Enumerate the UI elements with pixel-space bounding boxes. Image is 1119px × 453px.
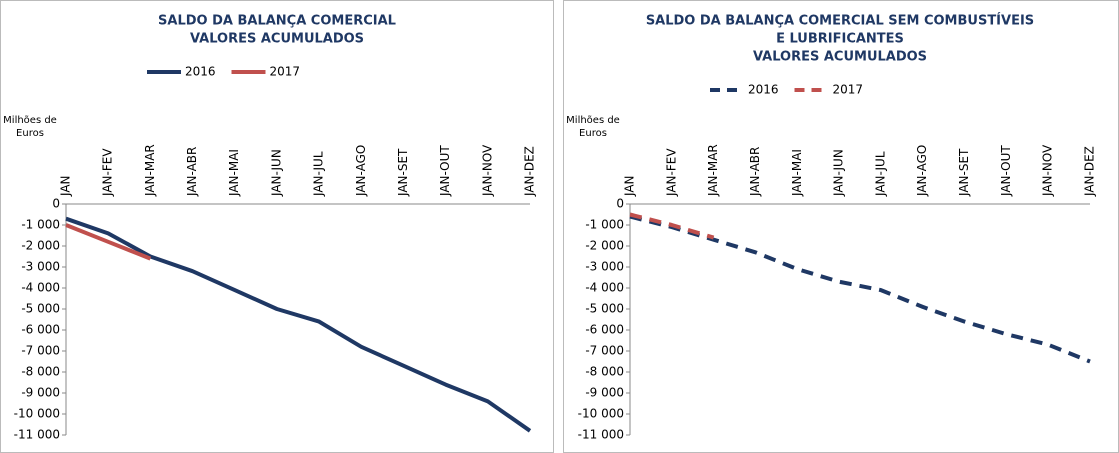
y-tick-label: -8 000 — [585, 365, 624, 379]
x-tick-label: JAN-JUN — [832, 149, 846, 197]
y-tick-label: -4 000 — [585, 281, 624, 295]
y-tick-label: -9 000 — [585, 386, 624, 400]
series-line — [629, 212, 715, 240]
x-tick-label: JAN-SET — [396, 148, 410, 197]
x-tick-label: JAN-MAR — [706, 144, 720, 197]
y-tick-label: -11 000 — [14, 428, 60, 442]
y-tick-label: -8 000 — [21, 365, 60, 379]
y-tick-label: -7 000 — [585, 344, 624, 358]
x-tick-label: JAN-DEZ — [523, 146, 537, 197]
legend-label: 2017 — [270, 65, 301, 79]
chart-title: E LUBRIFICANTES — [776, 32, 904, 47]
y-tick-label: -5 000 — [585, 302, 624, 316]
series-line — [65, 223, 152, 261]
series-line — [629, 214, 1091, 364]
x-tick-label: JAN-JUL — [873, 151, 887, 197]
y-tick-label: 0 — [616, 197, 624, 211]
y-tick-label: -10 000 — [578, 407, 624, 421]
y-axis-label-box: Milhões de Euros — [3, 115, 57, 139]
y-tick-label: -3 000 — [21, 260, 60, 274]
y-tick-label: -2 000 — [21, 239, 60, 253]
x-tick-label: JAN-JUN — [269, 149, 283, 197]
chart-title: VALORES ACUMULADOS — [190, 32, 364, 47]
x-tick-label: JAN-ABR — [185, 147, 199, 197]
chart-title: SALDO DA BALANÇA COMERCIAL — [158, 14, 396, 29]
x-tick-label: JAN-JUL — [312, 151, 326, 197]
y-tick-label: -6 000 — [21, 323, 60, 337]
chart-title: VALORES ACUMULADOS — [753, 50, 927, 65]
x-tick-label: JAN-MAI — [227, 149, 241, 197]
y-tick-label: -2 000 — [585, 239, 624, 253]
series-line — [65, 216, 532, 433]
y-axis-label-box: Milhões de Euros — [566, 115, 620, 139]
x-tick-label: JAN-NOV — [1041, 144, 1055, 197]
x-tick-label: JAN — [59, 175, 73, 197]
y-tick-label: -9 000 — [21, 386, 60, 400]
y-tick-label: 0 — [52, 197, 60, 211]
x-tick-label: JAN-OUT — [438, 145, 452, 197]
x-tick-label: JAN-FEV — [101, 148, 115, 197]
y-tick-label: -11 000 — [578, 428, 624, 442]
x-tick-label: JAN-FEV — [664, 148, 678, 197]
y-tick-label: -1 000 — [21, 218, 60, 232]
x-tick-label: JAN-DEZ — [1083, 146, 1097, 197]
x-tick-label: JAN-SET — [957, 148, 971, 197]
y-tick-label: -6 000 — [585, 323, 624, 337]
chart-title: SALDO DA BALANÇA COMERCIAL SEM COMBUSTÍV… — [646, 13, 1034, 29]
y-tick-label: -1 000 — [585, 218, 624, 232]
x-tick-label: JAN-MAI — [790, 149, 804, 197]
y-axis-label: Milhões de Euros — [3, 115, 57, 139]
y-tick-label: -5 000 — [21, 302, 60, 316]
y-tick-label: -4 000 — [21, 281, 60, 295]
x-tick-label: JAN-AGO — [354, 145, 368, 197]
legend-label: 2016 — [748, 83, 779, 97]
x-tick-label: JAN-OUT — [999, 145, 1013, 197]
x-tick-label: JAN-MAR — [143, 144, 157, 197]
legend-label: 2017 — [833, 83, 864, 97]
legend-label: 2016 — [185, 65, 216, 79]
y-axis-label: Milhões de Euros — [566, 115, 620, 139]
x-tick-label: JAN-NOV — [480, 144, 494, 197]
y-tick-label: -3 000 — [585, 260, 624, 274]
y-tick-label: -7 000 — [21, 344, 60, 358]
x-tick-label: JAN-ABR — [748, 147, 762, 197]
x-tick-label: JAN — [623, 175, 637, 197]
y-tick-label: -10 000 — [14, 407, 60, 421]
x-tick-label: JAN-AGO — [915, 145, 929, 197]
panel-frame — [563, 0, 1119, 453]
